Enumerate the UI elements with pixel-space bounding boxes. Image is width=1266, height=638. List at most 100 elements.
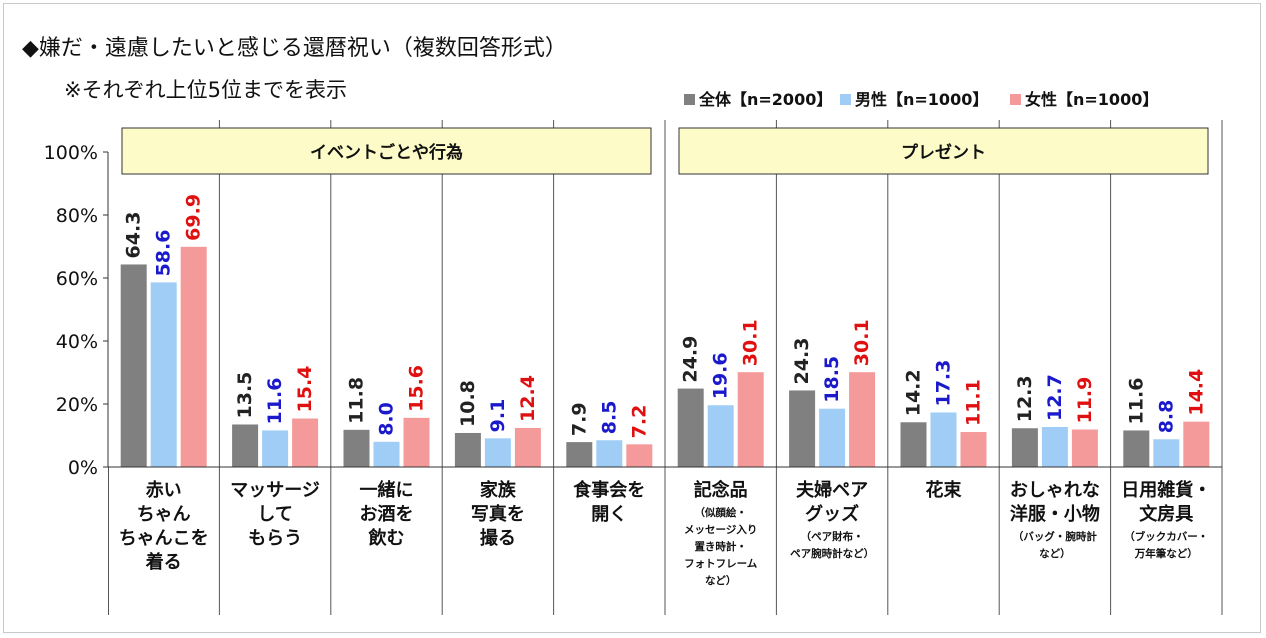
bar (343, 429, 370, 467)
data-label: 30.1 (851, 319, 873, 366)
data-label: 8.5 (598, 401, 620, 435)
category-note: 万年筆など） (1134, 547, 1198, 560)
data-label: 11.9 (1074, 377, 1096, 424)
category-note: フォトフレーム (684, 558, 758, 570)
bar (1011, 428, 1038, 467)
category-label: 食事会を (572, 479, 645, 501)
category-label: グッズ (805, 503, 859, 525)
data-label: 64.3 (123, 212, 145, 259)
category-note: など） (705, 574, 737, 587)
bar (707, 405, 734, 467)
data-label: 14.2 (903, 369, 925, 416)
data-label: 14.4 (1185, 369, 1207, 416)
bar (484, 438, 511, 467)
data-label: 11.6 (264, 378, 286, 425)
data-label: 18.5 (821, 356, 843, 403)
category-label: 赤い (146, 480, 182, 501)
data-label: 19.6 (710, 352, 732, 399)
bar (677, 388, 704, 467)
data-label: 13.5 (234, 372, 256, 419)
category-note: ペア腕時計など） (790, 547, 874, 560)
category-label: 家族 (480, 479, 517, 501)
data-label: 24.3 (791, 338, 813, 385)
category-label: ちゃんこを (119, 528, 209, 549)
category-label: 写真を (471, 503, 525, 525)
bar (180, 246, 207, 467)
bar (1183, 421, 1210, 467)
category-label: 撮る (480, 527, 516, 549)
bar (232, 424, 259, 467)
group-header-box (121, 127, 652, 175)
y-tick-label: 60% (56, 268, 98, 290)
bar (930, 412, 957, 467)
bar (262, 430, 289, 467)
category-note: メッセージ入り (684, 524, 757, 536)
y-tick-label: 20% (56, 394, 98, 416)
data-label: 24.9 (680, 336, 702, 383)
bar (150, 282, 177, 467)
category-label: お酒を (360, 503, 414, 525)
legend-swatch (684, 94, 695, 105)
bar (849, 372, 876, 467)
category-label: 一緒に (360, 479, 414, 501)
bar (373, 441, 400, 467)
data-label: 30.1 (740, 319, 762, 366)
data-label: 69.9 (183, 194, 205, 241)
category-note: 置き時計・ (694, 540, 747, 553)
data-label: 7.9 (568, 402, 590, 436)
category-label: 日用雑貨・ (1121, 479, 1211, 501)
legend-swatch (1010, 94, 1021, 105)
data-label: 8.8 (1155, 400, 1177, 434)
bar (514, 427, 541, 467)
legend-label: 男性【n=1000】 (855, 90, 988, 109)
data-label: 12.4 (517, 375, 539, 422)
category-label: 飲む (368, 527, 405, 549)
data-label: 11.1 (963, 379, 985, 426)
chart-title: ◆嫌だ・遠慮したいと感じる還暦祝い（複数回答形式） (22, 36, 567, 61)
data-label: 15.4 (294, 366, 316, 413)
data-label: 11.6 (1125, 378, 1147, 425)
bar (960, 432, 987, 467)
category-label: して (257, 504, 292, 525)
category-label: もらう (248, 528, 302, 549)
data-label: 9.1 (487, 399, 509, 433)
y-tick-label: 40% (56, 331, 98, 353)
category-note: （バッグ・腕時計 (1013, 530, 1097, 543)
bar (819, 408, 846, 467)
category-note: （ペア財布・ (801, 530, 864, 543)
data-label: 15.6 (406, 365, 428, 412)
category-label: 文房具 (1139, 503, 1193, 525)
bar (403, 417, 430, 467)
group-header-box (678, 127, 1209, 175)
y-tick-label: 80% (56, 205, 98, 227)
legend-label: 全体【n=2000】 (698, 90, 832, 109)
legend-label: 女性【n=1000】 (1025, 90, 1158, 109)
bar (566, 442, 593, 467)
data-label: 17.3 (933, 360, 955, 407)
data-label: 12.3 (1014, 375, 1036, 422)
category-note: など） (1039, 547, 1071, 560)
data-label: 58.6 (153, 230, 175, 277)
data-label: 8.0 (376, 402, 398, 436)
bar (1123, 430, 1150, 467)
bar (596, 440, 623, 467)
bar (292, 418, 319, 467)
y-tick-label: 100% (44, 142, 98, 164)
bar (737, 372, 764, 467)
group-header-label: イベントごとや行為 (310, 142, 463, 163)
legend-swatch (840, 94, 851, 105)
category-label: 花束 (926, 479, 963, 501)
chart-frame (3, 3, 1261, 633)
category-label: 着る (145, 551, 182, 573)
category-label: 洋服・小物 (1010, 503, 1100, 525)
data-label: 10.8 (457, 380, 479, 427)
bar (454, 432, 481, 467)
group-header-label: プレゼント (901, 142, 986, 163)
bar (1153, 439, 1180, 467)
category-label: マッサージ (230, 480, 320, 501)
category-label: ちゃん (137, 504, 191, 525)
bar (900, 422, 927, 467)
category-label: 記念品 (694, 479, 748, 501)
category-label: おしゃれな (1010, 480, 1100, 501)
